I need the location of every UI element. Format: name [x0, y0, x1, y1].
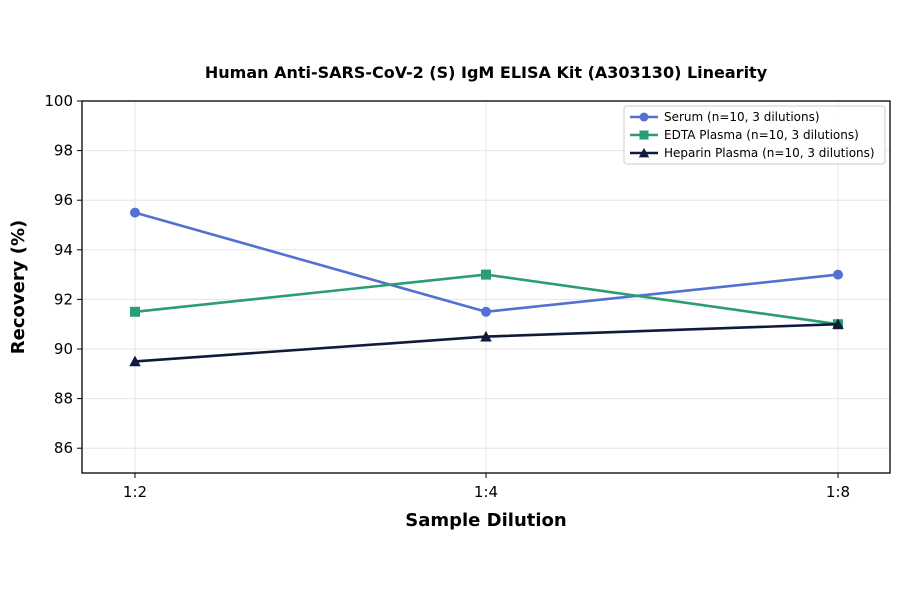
series-layer: [129, 207, 844, 367]
y-tick-label: 94: [54, 241, 73, 259]
legend-label: Serum (n=10, 3 dilutions): [664, 110, 820, 124]
x-tick-label: 1:2: [123, 483, 147, 501]
ticks: 86 88 90 92 94 96 98 100 1:2 1:4 1:8: [44, 92, 850, 501]
x-axis-label: Sample Dilution: [405, 510, 566, 531]
y-tick-label: 98: [54, 142, 73, 160]
data-point: [832, 318, 844, 330]
y-tick-label: 92: [54, 290, 73, 308]
y-tick-label: 100: [44, 92, 73, 110]
x-tick-label: 1:8: [826, 483, 850, 501]
legend-label: Heparin Plasma (n=10, 3 dilutions): [664, 146, 875, 160]
data-point: [130, 306, 140, 317]
legend-label: EDTA Plasma (n=10, 3 dilutions): [664, 128, 859, 142]
data-point: [639, 112, 649, 122]
data-point: [129, 355, 141, 367]
y-axis-label: Recovery (%): [8, 220, 29, 354]
data-point: [833, 269, 843, 280]
legend-box: [623, 105, 886, 165]
chart-title: Human Anti-SARS-CoV-2 (S) IgM ELISA Kit …: [205, 63, 768, 82]
data-point: [639, 130, 649, 140]
x-tick-label: 1:4: [474, 483, 498, 501]
y-tick-label: 96: [54, 191, 73, 209]
y-tick-label: 88: [54, 390, 73, 408]
data-point: [480, 330, 492, 342]
data-point: [481, 306, 491, 317]
data-point: [481, 269, 491, 280]
legend: Serum (n=10, 3 dilutions) EDTA Plasma (n=…: [623, 105, 886, 165]
data-point: [638, 147, 650, 158]
y-tick-label: 90: [54, 340, 73, 358]
y-tick-label: 86: [54, 439, 73, 457]
data-point: [130, 207, 140, 218]
